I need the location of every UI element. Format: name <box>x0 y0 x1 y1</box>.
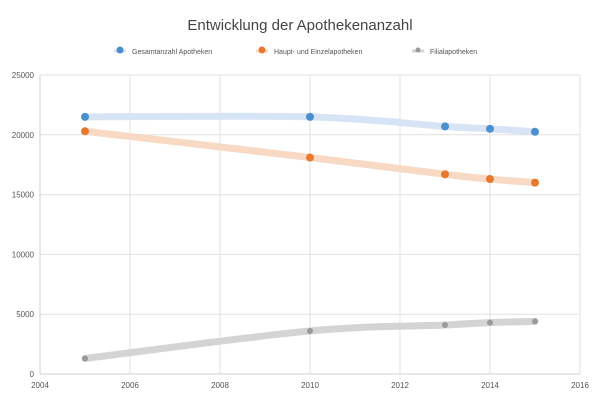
y-tick-label: 15000 <box>12 191 35 200</box>
y-tick-label: 0 <box>30 370 35 379</box>
data-point <box>82 355 88 362</box>
x-tick-label: 2004 <box>31 381 49 390</box>
x-tick-label: 2010 <box>301 381 319 390</box>
y-tick-label: 10000 <box>12 250 35 259</box>
legend-label: Filialapotheken <box>430 49 477 56</box>
data-point <box>306 112 314 121</box>
y-tick-label: 5000 <box>16 310 34 319</box>
x-tick-label: 2008 <box>211 381 229 390</box>
data-point <box>532 318 538 325</box>
axes: 0 5000 10000 15000 20000 25000 2004 2006 2008 201… <box>12 71 590 390</box>
data-point <box>307 327 313 334</box>
x-tick-label: 2014 <box>481 381 499 390</box>
data-point <box>486 124 494 133</box>
y-tick-label: 25000 <box>12 71 35 80</box>
legend-label: Gesamtanzahl Apotheken <box>132 49 212 56</box>
data-point <box>441 170 449 179</box>
legend-marker <box>415 47 421 53</box>
y-tick-label: 20000 <box>12 131 35 140</box>
legend-marker <box>116 46 124 54</box>
data-point <box>486 175 494 184</box>
data-point <box>487 319 493 326</box>
x-tick-label: 2012 <box>391 381 409 390</box>
series-lines <box>81 112 539 362</box>
data-point <box>531 178 539 187</box>
data-point <box>442 321 448 328</box>
data-point <box>306 153 314 162</box>
chart-title: Entwicklung der Apothekenanzahl <box>187 17 412 34</box>
data-point <box>81 112 89 121</box>
x-tick-label: 2006 <box>121 381 139 390</box>
legend-marker <box>258 46 266 54</box>
data-point <box>441 122 449 131</box>
legend-label: Haupt- und Einzelapotheken <box>274 49 362 56</box>
data-point <box>531 127 539 136</box>
data-point <box>81 127 89 136</box>
x-tick-label: 2016 <box>571 381 589 390</box>
legend: Gesamtanzahl Apotheken Haupt- und Einzela… <box>114 46 477 56</box>
